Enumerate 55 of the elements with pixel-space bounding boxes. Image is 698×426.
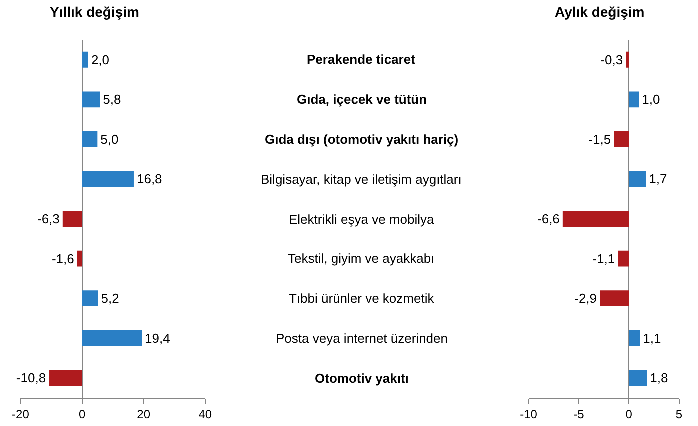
- x-tick-label: -20: [12, 407, 30, 422]
- data-label: -1,1: [592, 251, 616, 266]
- x-tick-label: -5: [574, 407, 585, 422]
- data-label: 5,8: [103, 92, 122, 108]
- data-label: 1,0: [642, 92, 660, 108]
- data-label: 5,2: [101, 291, 120, 306]
- data-label: -6,6: [538, 212, 560, 226]
- bar: [82, 290, 98, 307]
- x-tick-label: 40: [198, 407, 212, 422]
- chart-title: Aylık değişim: [555, 4, 645, 20]
- data-label: -2,9: [574, 291, 598, 306]
- y-tick-label: Elektrikli eşya ve mobilya: [289, 212, 435, 227]
- bar: [629, 330, 640, 346]
- bar: [77, 250, 82, 267]
- bar: [82, 52, 88, 68]
- data-label: -0,3: [600, 52, 624, 68]
- data-label: 1,1: [643, 330, 662, 346]
- data-label: -10,8: [16, 370, 46, 386]
- bar: [562, 211, 630, 227]
- data-label: 2,0: [91, 52, 110, 68]
- x-tick-label: 0: [626, 407, 633, 422]
- data-label: 1,8: [650, 370, 668, 386]
- data-label: -6,3: [37, 212, 60, 226]
- y-tick-label: Otomotiv yakıtı: [315, 371, 409, 386]
- data-label: -1,5: [588, 132, 612, 147]
- bar: [82, 330, 142, 346]
- data-label: 5,0: [100, 132, 119, 147]
- bar: [629, 370, 648, 386]
- y-tick-label: Perakende ticaret: [307, 52, 416, 67]
- y-tick-label: Tekstil, giyim ve ayakkabı: [288, 251, 435, 266]
- y-tick-label: Posta veya internet üzerinden: [276, 331, 448, 346]
- x-tick-label: 0: [78, 407, 86, 422]
- bar: [629, 92, 640, 108]
- y-tick-label: Tıbbi ürünler ve kozmetik: [289, 291, 435, 306]
- y-tick-label: Gıda dışı (otomotiv yakıtı hariç): [265, 132, 459, 147]
- data-label: 1,7: [649, 172, 668, 187]
- data-label: 19,4: [144, 330, 170, 346]
- y-tick-label: Gıda, içecek ve tütün: [297, 92, 428, 107]
- y-tick-label: Bilgisayar, kitap ve iletişim aygıtları: [261, 172, 462, 187]
- x-tick-label: 20: [137, 407, 151, 422]
- bar: [49, 370, 82, 386]
- bar: [618, 250, 630, 267]
- bar: [629, 171, 646, 188]
- x-tick-label: 5: [676, 407, 683, 422]
- chart-title: Yıllık değişim: [50, 4, 140, 20]
- bar: [600, 290, 630, 307]
- bar: [62, 211, 82, 227]
- bar: [82, 171, 134, 188]
- bar: [82, 131, 98, 148]
- bar: [626, 52, 630, 68]
- data-label: -1,6: [52, 251, 74, 266]
- data-label: 16,8: [136, 172, 162, 187]
- bar: [614, 131, 630, 148]
- x-tick-label: -10: [520, 407, 538, 422]
- bar: [82, 92, 100, 108]
